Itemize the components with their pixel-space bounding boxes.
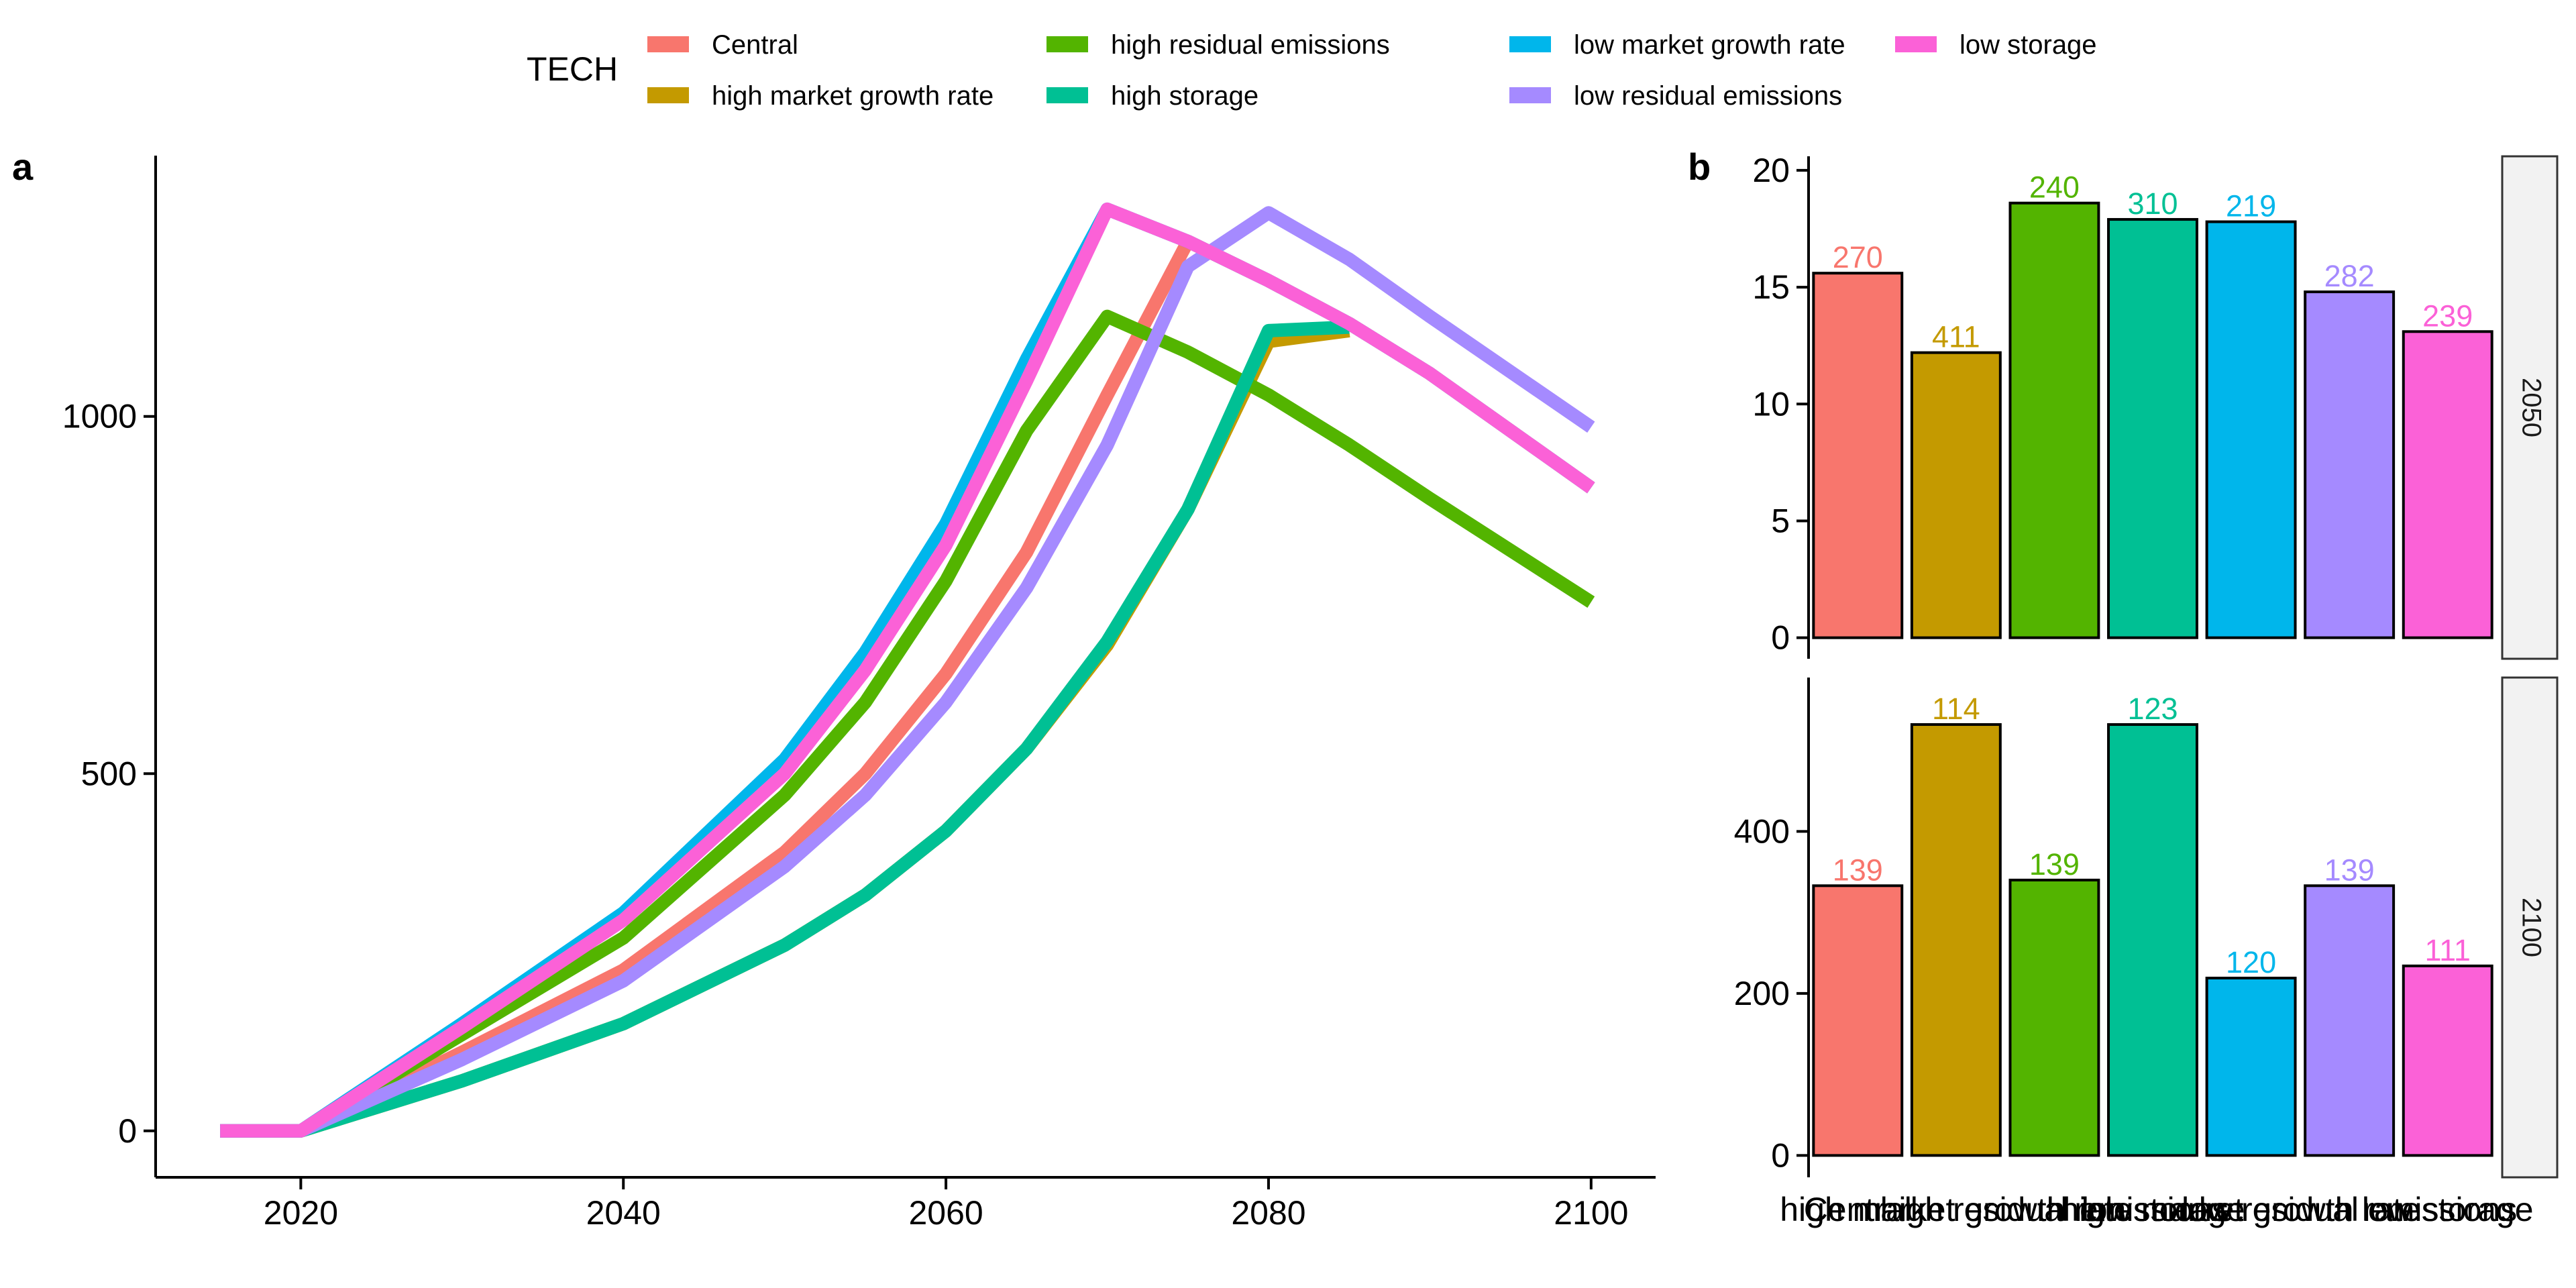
bar-2050-high-residual-emissions	[2008, 201, 2100, 639]
bar-2100-low-storage	[2402, 964, 2493, 1157]
panel-b-tag: b	[1688, 146, 1711, 188]
facet-strip-2050	[2501, 155, 2559, 660]
legend-swatch-high-residual-emissions	[1046, 36, 1088, 52]
series-line-low-residual-emissions	[220, 206, 1595, 1138]
bar-value-label: 139	[2324, 853, 2375, 887]
bar-x-tick-label-high-storage: high storage	[2060, 1191, 2245, 1228]
y-tick-label: 20	[1752, 152, 1790, 189]
legend-swatch-high-market-growth-rate	[647, 87, 689, 103]
facet-strip-label: 2100	[2516, 898, 2546, 957]
facet-strip-2100	[2501, 676, 2559, 1179]
legend-swatch-low-market-growth-rate	[1509, 36, 1551, 52]
panel-a-tag: a	[12, 146, 34, 188]
y-tick-label: 0	[1771, 619, 1790, 657]
y-tick-label: 5	[1771, 502, 1790, 539]
y-tick-label: 10	[1752, 385, 1790, 423]
legend-swatch-high-storage	[1046, 87, 1088, 103]
y-tick-label: 400	[1734, 812, 1790, 850]
y-tick-label: 0	[118, 1112, 137, 1150]
series-line-high-residual-emissions	[220, 309, 1595, 1138]
bar-value-label: 114	[1932, 692, 1980, 726]
y-tick-label: 200	[1734, 975, 1790, 1012]
bar-x-tick-label-low-market-growth-rate: low market growth rate	[2082, 1191, 2421, 1228]
legend-label-low-residual-emissions: low residual emissions	[1574, 81, 1842, 111]
x-tick-label: 2080	[1231, 1194, 1305, 1232]
bar-2050-low-storage	[2402, 330, 2493, 639]
bar-2100-low-residual-emissions	[2304, 884, 2396, 1157]
bar-value-label: 219	[2226, 189, 2276, 223]
y-tick-label: 500	[81, 755, 137, 792]
bar-value-label: 111	[2425, 933, 2471, 967]
y-tick-label: 1000	[62, 398, 137, 435]
bar-x-tick-label-high-market-growth-rate: high market growth rate	[1780, 1191, 2132, 1228]
bar-2050-central	[1812, 272, 1904, 639]
bar-x-tick-label-low-storage: low storage	[2362, 1191, 2534, 1228]
facet-strip-label: 2050	[2516, 378, 2546, 437]
legend-label-low-storage: low storage	[1960, 30, 2097, 60]
bar-value-label: 139	[1833, 853, 1883, 887]
bar-2100-high-storage	[2107, 723, 2198, 1157]
bar-x-tick-label-low-residual-emissions: low residual emissions	[2182, 1191, 2517, 1228]
bar-value-label: 282	[2324, 259, 2375, 293]
y-tick-label: 15	[1752, 268, 1790, 306]
bar-value-label: 139	[2029, 847, 2080, 881]
bar-2100-high-market-growth-rate	[1910, 723, 2002, 1157]
bar-value-label: 239	[2422, 299, 2473, 333]
line-chart-panel: 0 500 1000 2020 2040 2060 2080 2100	[62, 156, 1656, 1232]
bar-2100-high-residual-emissions	[2008, 878, 2100, 1157]
bar-2100-central	[1812, 884, 1904, 1157]
bar-2050-low-market-growth-rate	[2205, 220, 2297, 639]
legend-label-high-storage: high storage	[1111, 81, 1258, 111]
y-tick-label: 0	[1771, 1136, 1790, 1174]
legend-swatch-low-storage	[1895, 36, 1937, 52]
bar-value-label: 123	[2127, 692, 2178, 726]
series-line-high-storage	[220, 320, 1350, 1138]
bar-value-label: 240	[2029, 170, 2080, 205]
x-tick-label: 2060	[908, 1194, 983, 1232]
bar-value-label: 310	[2127, 186, 2178, 221]
bar-2050-high-market-growth-rate	[1910, 351, 2002, 639]
bar-chart-2050-panel: 0 5 10 15 20 270 411 240 310 219 282 239 2050	[1752, 152, 2559, 660]
bar-2100-low-market-growth-rate	[2205, 976, 2297, 1157]
x-tick-label: 2040	[586, 1194, 661, 1232]
bar-x-tick-label-high-residual-emissions: high residual emissions	[1880, 1191, 2229, 1228]
series-line-high-market-growth-rate	[220, 323, 1350, 1138]
series-line-central	[220, 234, 1595, 1138]
x-tick-label: 2100	[1554, 1194, 1628, 1232]
x-tick-label: 2020	[264, 1194, 338, 1232]
legend-label-high-residual-emissions: high residual emissions	[1111, 30, 1390, 60]
legend-swatch-central	[647, 36, 689, 52]
bar-2050-high-storage	[2107, 218, 2198, 639]
bar-value-label: 411	[1932, 320, 1980, 354]
bar-2050-low-residual-emissions	[2304, 290, 2396, 639]
legend-swatch-low-residual-emissions	[1509, 87, 1551, 103]
bar-value-label: 120	[2226, 945, 2276, 979]
legend-title: TECH	[527, 50, 618, 88]
legend-label-central: Central	[712, 30, 798, 60]
series-line-low-storage	[220, 202, 1595, 1138]
legend: TECH Central high market growth rate high …	[527, 30, 2097, 111]
legend-label-low-market-growth-rate: low market growth rate	[1574, 30, 1845, 60]
legend-label-high-market-growth-rate: high market growth rate	[712, 81, 994, 111]
bar-value-label: 270	[1833, 240, 1883, 274]
bar-x-tick-label-central: Central	[1804, 1191, 1912, 1228]
bar-chart-2100-panel: 0 200 400 139 114 139 123 120 139 111 2100	[1734, 676, 2559, 1179]
